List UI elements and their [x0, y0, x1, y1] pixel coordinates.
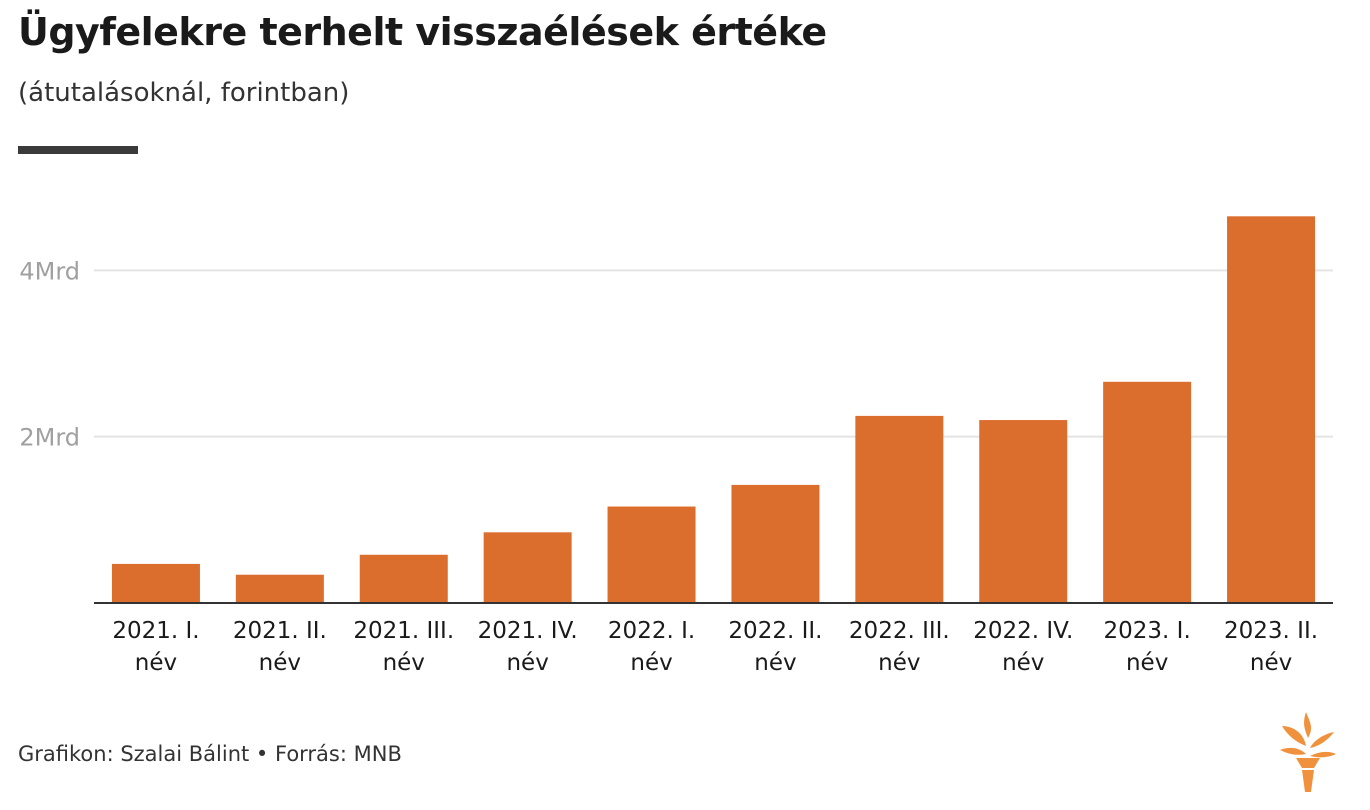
- bar: [607, 506, 696, 603]
- y-tick-label: 2Mrd: [19, 424, 80, 452]
- x-tick-label: 2023. II. név: [1224, 618, 1318, 676]
- bar: [235, 574, 324, 603]
- x-tick-label: 2021. IV. név: [478, 618, 578, 676]
- torch-logo-icon: [1280, 712, 1336, 792]
- chart-title: Ügyfelekre terhelt visszaélések értéke: [18, 10, 827, 54]
- bar: [731, 484, 820, 603]
- bar: [483, 532, 572, 603]
- x-tick-label: 2022. IV. név: [973, 618, 1073, 676]
- bar: [1227, 216, 1316, 603]
- bar: [111, 563, 200, 603]
- x-tick-label: 2022. II. név: [728, 618, 822, 676]
- x-tick-label: 2021. II. név: [233, 618, 327, 676]
- title-underline: [18, 146, 138, 154]
- x-tick-label: 2021. III. név: [353, 618, 454, 676]
- bar: [359, 554, 448, 603]
- x-tick-label: 2023. I. név: [1104, 618, 1191, 676]
- chart-subtitle: (átutalásoknál, forintban): [18, 78, 350, 108]
- x-tick-label: 2021. I. név: [112, 618, 199, 676]
- y-tick-label: 4Mrd: [19, 257, 80, 285]
- x-tick-label: 2022. I. név: [608, 618, 695, 676]
- bar: [1103, 381, 1192, 603]
- x-tick-label: 2022. III. név: [849, 618, 950, 676]
- bar: [979, 420, 1068, 603]
- source-credit: Grafikon: Szalai Bálint • Forrás: MNB: [18, 742, 402, 766]
- bar: [855, 415, 944, 603]
